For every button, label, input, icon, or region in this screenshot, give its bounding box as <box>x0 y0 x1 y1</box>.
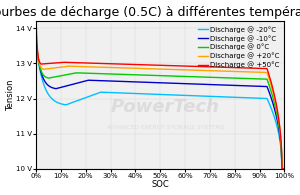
Discharge @ -20°C <box>147 93 150 95</box>
Discharge @ -20°C <box>221 96 225 98</box>
Discharge @ +50°C <box>78 62 82 64</box>
Discharge @ 0°C <box>200 76 204 78</box>
Discharge @ +50°C <box>283 168 286 170</box>
Line: Discharge @ +20°C: Discharge @ +20°C <box>36 35 284 169</box>
Discharge @ +50°C <box>280 168 284 170</box>
Discharge @ -20°C <box>283 168 286 170</box>
Discharge @ +20°C <box>34 34 38 36</box>
Discharge @ -20°C <box>181 94 184 97</box>
Discharge @ 0°C <box>280 168 284 170</box>
Legend: Discharge @ -20°C, Discharge @ -10°C, Discharge @ 0°C, Discharge @ +20°C, Discha: Discharge @ -20°C, Discharge @ -10°C, Di… <box>196 25 281 69</box>
Discharge @ +50°C <box>181 65 184 67</box>
Discharge @ +20°C <box>181 69 184 71</box>
Discharge @ +50°C <box>34 20 38 22</box>
Y-axis label: Tension: Tension <box>6 79 15 111</box>
Discharge @ +20°C <box>98 66 102 68</box>
Discharge @ +50°C <box>221 66 225 68</box>
Line: Discharge @ -20°C: Discharge @ -20°C <box>36 46 284 169</box>
Discharge @ -20°C <box>200 95 204 97</box>
Line: Discharge @ +50°C: Discharge @ +50°C <box>36 21 284 169</box>
Discharge @ +20°C <box>280 168 284 170</box>
Discharge @ +20°C <box>283 168 286 170</box>
Discharge @ -10°C <box>200 83 204 85</box>
Discharge @ -10°C <box>181 82 184 85</box>
Discharge @ -20°C <box>34 45 38 47</box>
Discharge @ 0°C <box>34 37 38 40</box>
Discharge @ +20°C <box>221 70 225 72</box>
Discharge @ +50°C <box>147 64 150 66</box>
Discharge @ -10°C <box>280 168 284 170</box>
Title: Courbes de décharge (0.5C) à différentes températures: Courbes de décharge (0.5C) à différentes… <box>0 5 300 19</box>
Discharge @ -10°C <box>98 80 102 82</box>
Discharge @ 0°C <box>98 73 102 75</box>
Discharge @ +20°C <box>147 67 150 70</box>
Discharge @ 0°C <box>221 77 225 79</box>
Discharge @ -10°C <box>34 41 38 43</box>
Text: PowerTech: PowerTech <box>111 98 220 116</box>
Discharge @ 0°C <box>283 168 286 170</box>
Line: Discharge @ -10°C: Discharge @ -10°C <box>36 42 284 169</box>
Discharge @ -20°C <box>78 98 82 101</box>
Discharge @ 0°C <box>78 72 82 74</box>
Discharge @ -10°C <box>147 81 150 83</box>
Discharge @ -10°C <box>78 81 82 83</box>
Discharge @ -20°C <box>280 168 284 170</box>
Discharge @ -10°C <box>221 84 225 86</box>
Text: ADVANCED ENERGY STORAGE SYSTEMS: ADVANCED ENERGY STORAGE SYSTEMS <box>106 125 224 130</box>
Discharge @ -20°C <box>98 91 102 94</box>
Line: Discharge @ 0°C: Discharge @ 0°C <box>36 39 284 169</box>
Discharge @ +50°C <box>200 65 204 68</box>
Discharge @ -10°C <box>283 168 286 170</box>
Discharge @ +50°C <box>98 62 102 65</box>
X-axis label: SOC: SOC <box>152 180 169 190</box>
Discharge @ +20°C <box>78 65 82 68</box>
Discharge @ +20°C <box>200 69 204 72</box>
Discharge @ 0°C <box>147 74 150 76</box>
Discharge @ 0°C <box>181 75 184 78</box>
